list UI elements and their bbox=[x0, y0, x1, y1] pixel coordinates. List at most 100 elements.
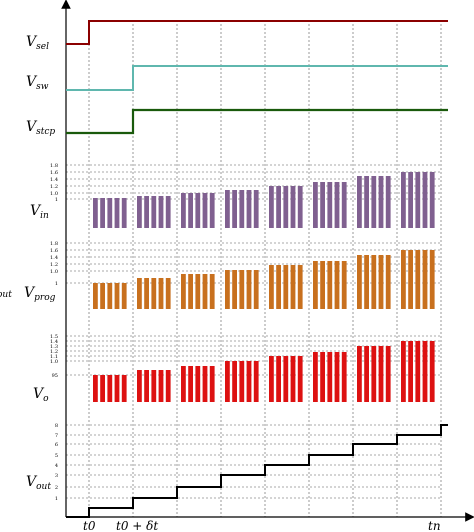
label-v-o: Vo bbox=[33, 386, 49, 404]
v-in-bar bbox=[151, 196, 157, 228]
v-o-bar bbox=[144, 370, 149, 402]
v-prog-bar bbox=[209, 274, 215, 309]
v-prog-bar bbox=[357, 255, 362, 309]
v-out-tick: 4 bbox=[55, 463, 58, 469]
v-prog-bar bbox=[320, 261, 325, 309]
v-in-bar bbox=[385, 176, 391, 228]
v-prog-bars bbox=[93, 250, 435, 309]
v-prog-bar bbox=[165, 278, 171, 309]
v-o-tick: 95 bbox=[52, 373, 58, 379]
v-in-bar bbox=[297, 186, 303, 228]
v-in-bars bbox=[93, 172, 435, 228]
v-in-bar bbox=[283, 186, 289, 228]
v-prog-bar bbox=[429, 250, 435, 309]
v-o-bar bbox=[195, 366, 201, 402]
v-in-bar bbox=[225, 190, 230, 228]
v-prog-bar bbox=[253, 270, 259, 309]
v-o-bar bbox=[137, 370, 142, 402]
v-prog-bar bbox=[121, 283, 127, 309]
v-out-tick-labels: 8 7 6 5 4 3 2 1 bbox=[55, 423, 58, 502]
v-prog-tick: 1.4 bbox=[50, 255, 58, 261]
v-prog-bar bbox=[401, 250, 406, 309]
vertical-gridlines bbox=[88, 20, 442, 517]
v-prog-bar bbox=[158, 278, 164, 309]
v-o-tick: 1.3 bbox=[50, 344, 58, 350]
label-v-cut-out: out bbox=[0, 290, 12, 300]
v-prog-bar bbox=[246, 270, 252, 309]
v-prog-bar bbox=[232, 270, 237, 309]
v-prog-tick: 1.0 bbox=[50, 269, 58, 275]
v-prog-bar bbox=[195, 274, 201, 309]
v-o-bar bbox=[100, 375, 105, 402]
v-o-bar bbox=[239, 361, 245, 402]
v-in-bar bbox=[246, 190, 252, 228]
v-in-bar bbox=[313, 182, 318, 228]
v-prog-bar bbox=[276, 265, 281, 309]
v-o-bar bbox=[246, 361, 252, 402]
v-out-tick: 7 bbox=[55, 433, 58, 439]
v-o-bar bbox=[313, 352, 318, 402]
v-o-bars bbox=[93, 341, 435, 402]
v-prog-bar bbox=[313, 261, 318, 309]
v-o-bar bbox=[158, 370, 164, 402]
v-in-bar bbox=[114, 198, 120, 228]
v-o-bar bbox=[341, 352, 347, 402]
v-prog-bar bbox=[334, 261, 340, 309]
label-v-in: Vin bbox=[30, 203, 49, 221]
v-in-bar bbox=[290, 186, 296, 228]
v-o-bar bbox=[334, 352, 340, 402]
v-o-bar bbox=[401, 341, 406, 402]
label-v-prog: Vprog bbox=[24, 285, 56, 303]
v-in-bar bbox=[327, 182, 333, 228]
v-in-bar bbox=[422, 172, 428, 228]
v-out-tick: 6 bbox=[55, 442, 58, 448]
v-o-bar bbox=[422, 341, 428, 402]
v-in-bar bbox=[165, 196, 171, 228]
label-v-sel: Vsel bbox=[26, 34, 49, 52]
v-prog-tick: 1.8 bbox=[50, 241, 58, 247]
v-prog-bar bbox=[327, 261, 333, 309]
v-prog-bar bbox=[225, 270, 230, 309]
v-o-bar bbox=[290, 356, 296, 402]
v-o-bar bbox=[93, 375, 98, 402]
v-prog-bar bbox=[188, 274, 193, 309]
v-in-bar bbox=[269, 186, 274, 228]
v-out-tick: 8 bbox=[55, 423, 58, 429]
v-in-bar bbox=[209, 193, 215, 228]
v-prog-bar bbox=[385, 255, 391, 309]
v-prog-bar bbox=[290, 265, 296, 309]
v-in-tick: 1.0 bbox=[50, 191, 58, 197]
v-in-bar bbox=[195, 193, 201, 228]
v-prog-bar bbox=[239, 270, 245, 309]
label-v-sw: Vsw bbox=[26, 74, 49, 92]
v-o-bar bbox=[188, 366, 193, 402]
v-o-bar bbox=[283, 356, 289, 402]
v-in-bar bbox=[320, 182, 325, 228]
v-in-bar bbox=[371, 176, 377, 228]
v-o-bar bbox=[107, 375, 113, 402]
label-v-stcp: Vstcp bbox=[26, 119, 55, 137]
v-o-bar bbox=[114, 375, 120, 402]
v-prog-bar bbox=[100, 283, 105, 309]
v-prog-bar bbox=[202, 274, 208, 309]
v-in-bar bbox=[401, 172, 406, 228]
v-in-bar bbox=[253, 190, 259, 228]
v-in-bar bbox=[107, 198, 113, 228]
v-out-tick: 2 bbox=[55, 485, 58, 491]
v-in-bar bbox=[276, 186, 281, 228]
v-sel-waveform bbox=[66, 20, 448, 45]
v-o-bar bbox=[181, 366, 186, 402]
v-in-bar bbox=[408, 172, 413, 228]
v-prog-bar bbox=[371, 255, 377, 309]
v-in-bar bbox=[334, 182, 340, 228]
v-prog-tick: 1.6 bbox=[50, 248, 58, 254]
v-in-bar bbox=[181, 193, 186, 228]
label-v-out: Vout bbox=[26, 474, 51, 492]
v-prog-bar bbox=[341, 261, 347, 309]
v-prog-bar bbox=[269, 265, 274, 309]
v-prog-bar bbox=[93, 283, 98, 309]
v-prog-tick: 1.2 bbox=[50, 262, 58, 268]
v-in-bar bbox=[144, 196, 149, 228]
v-o-bar bbox=[151, 370, 157, 402]
